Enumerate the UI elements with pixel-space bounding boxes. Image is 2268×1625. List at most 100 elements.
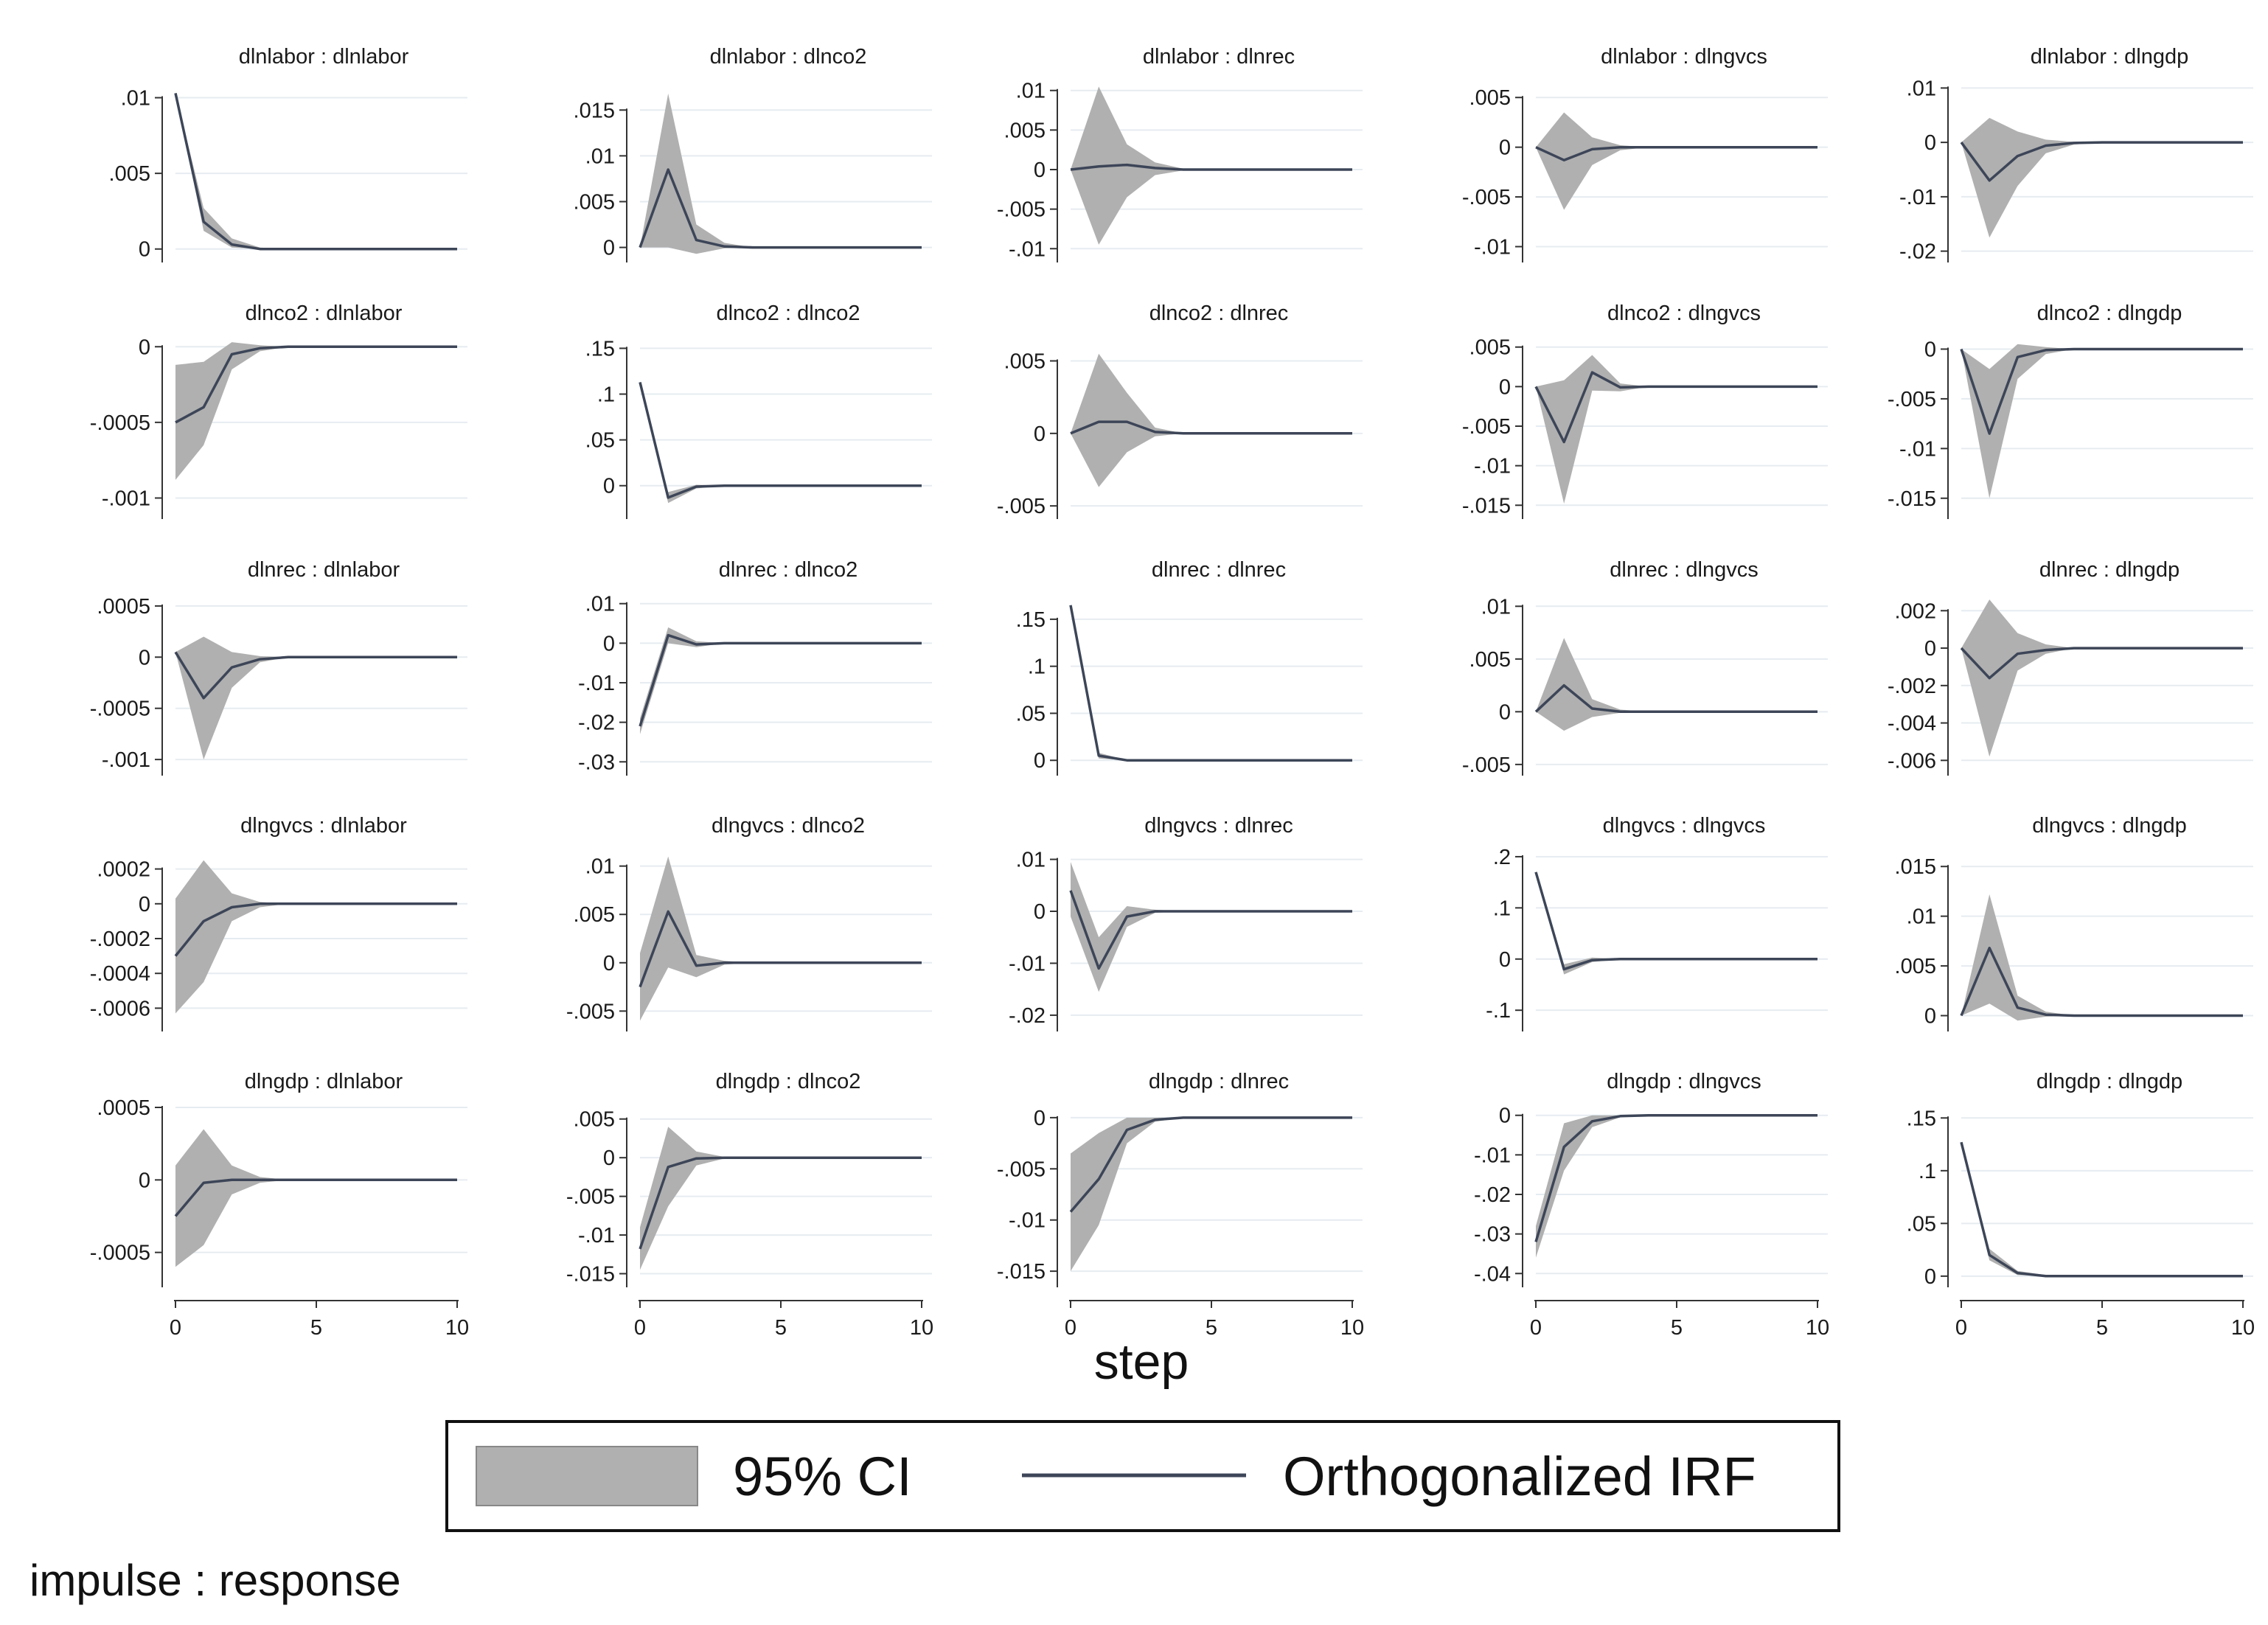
x-tick-label: 0	[1065, 1316, 1076, 1340]
y-tick-label: -.015	[1462, 494, 1511, 518]
y-tick-label: .005	[109, 162, 150, 186]
panel-1-4: dlnco2 : dlngdp -.015 -.01 -.005 0	[1888, 302, 2253, 519]
y-tick-label: -.01	[1474, 236, 1511, 260]
panel-title: dlngdp : dlngvcs	[1607, 1070, 1761, 1093]
irf-line	[1960, 1141, 2243, 1278]
y-tick-label: 0	[1924, 1005, 1936, 1029]
y-tick-label: -.015	[997, 1260, 1046, 1284]
irf-line	[1960, 647, 2243, 680]
ci-band	[1536, 638, 1817, 731]
y-tick-label: -.002	[1888, 675, 1936, 698]
panel-3-4: dlngvcs : dlngdp 0 .005 .01 .015	[1895, 814, 2253, 1031]
panels-layer: dlnlabor : dlnlabor 0 .005 .01 dlnlabor : dl…	[90, 45, 2255, 1340]
y-tick-label: 0	[1924, 637, 1936, 661]
legend-ci-swatch	[476, 1446, 698, 1506]
panel-4-0: dlngdp : dlnlabor -.0005 0 .0005 0 5 10	[90, 1070, 469, 1340]
panel-title: dlnlabor : dlnlabor	[239, 45, 409, 69]
y-tick-label: .01	[585, 145, 615, 168]
panel-4-1: dlngdp : dlnco2 -.015 -.01 -.005 0 .005 0 5 10	[566, 1070, 933, 1340]
irf-line	[1960, 141, 2243, 182]
panel-title: dlnrec : dlngvcs	[1610, 558, 1759, 582]
y-tick-label: 0	[603, 632, 615, 655]
y-tick-label: 0	[139, 238, 150, 262]
x-tick-label: 10	[445, 1316, 469, 1340]
y-tick-label: .01	[1907, 77, 1936, 100]
y-tick-label: 0	[139, 1169, 150, 1192]
panel-title: dlnlabor : dlngdp	[2031, 45, 2188, 69]
x-tick-label: 0	[1955, 1316, 1967, 1340]
panel-3-1: dlngvcs : dlnco2 -.005 0 .005 .01	[566, 814, 932, 1031]
y-tick-label: .005	[574, 190, 615, 214]
ci-band	[1536, 871, 1817, 975]
ci-band	[640, 93, 922, 254]
y-tick-label: 0	[603, 475, 615, 498]
y-tick-label: -.02	[578, 711, 615, 735]
y-tick-label: 0	[1034, 900, 1046, 924]
y-tick-label: 0	[1499, 948, 1511, 972]
y-tick-label: .002	[1895, 599, 1936, 623]
y-tick-label: .01	[585, 593, 615, 616]
y-tick-label: -.01	[1474, 1144, 1511, 1167]
panel-title: dlngvcs : dlnlabor	[240, 814, 407, 838]
panel-title: dlngdp : dlnco2	[716, 1070, 861, 1093]
y-tick-label: .05	[1907, 1212, 1936, 1236]
x-tick-label: 5	[2096, 1316, 2108, 1340]
y-tick-label: .1	[597, 383, 615, 407]
panel-4-3: dlngdp : dlngvcs -.04 -.03 -.02 -.01 0 0 5 10	[1474, 1070, 1829, 1340]
y-tick-label: -.02	[1009, 1004, 1046, 1028]
y-tick-label: -.005	[566, 1000, 615, 1023]
y-tick-label: -.0002	[90, 928, 150, 951]
impulse-response-note: impulse : response	[29, 1556, 401, 1605]
y-tick-label: -.005	[1462, 754, 1511, 777]
y-tick-label: .1	[1028, 655, 1046, 679]
y-tick-label: .1	[1493, 897, 1511, 920]
y-tick-label: -.01	[1899, 437, 1936, 461]
ci-band	[1961, 117, 2243, 238]
irf-line	[1070, 420, 1352, 435]
ci-band	[640, 1127, 922, 1270]
irf-line	[639, 168, 922, 249]
irf-line	[174, 902, 457, 957]
panel-title: dlnlabor : dlnrec	[1143, 45, 1295, 69]
irf-line	[1960, 947, 2243, 1017]
panel-1-2: dlnco2 : dlnrec -.005 0 .005	[997, 302, 1363, 519]
panel-2-3: dlnrec : dlngvcs -.005 0 .005 .01	[1462, 558, 1828, 777]
y-tick-label: -.03	[1474, 1223, 1511, 1247]
y-tick-label: 0	[1924, 1265, 1936, 1289]
x-tick-label: 5	[310, 1316, 322, 1340]
panel-title: dlnco2 : dlngdp	[2037, 302, 2182, 325]
y-tick-label: -.01	[1899, 186, 1936, 209]
y-tick-label: .005	[1004, 119, 1046, 142]
y-tick-label: 0	[139, 893, 150, 916]
x-tick-label: 10	[2231, 1316, 2255, 1340]
y-tick-label: 0	[139, 335, 150, 359]
y-tick-label: -.03	[578, 751, 615, 774]
y-tick-label: 0	[1034, 1107, 1046, 1130]
panel-title: dlnlabor : dlngvcs	[1601, 45, 1767, 69]
panel-4-4: dlngdp : dlngdp 0 .05 .1 .15 0 5 10	[1907, 1070, 2255, 1340]
panel-3-2: dlngvcs : dlnrec -.02 -.01 0 .01	[1009, 814, 1363, 1031]
y-tick-label: -.004	[1888, 712, 1936, 736]
y-tick-label: .005	[574, 1108, 615, 1132]
y-tick-label: 0	[1499, 136, 1511, 160]
y-tick-label: -.0004	[90, 962, 150, 986]
y-tick-label: -.02	[1474, 1183, 1511, 1207]
ci-band	[175, 860, 457, 1014]
ci-band	[1536, 1115, 1817, 1258]
y-tick-label: .015	[574, 99, 615, 122]
y-tick-label: .1	[1919, 1160, 1936, 1183]
y-tick-label: 0	[603, 1146, 615, 1170]
y-tick-label: .15	[585, 337, 615, 361]
y-tick-label: -.01	[578, 672, 615, 695]
y-tick-label: .05	[1016, 702, 1046, 725]
panel-title: dlnco2 : dlngvcs	[1607, 302, 1761, 325]
x-axis-label: step	[1094, 1334, 1189, 1390]
y-tick-label: -.001	[102, 748, 150, 772]
ci-band	[1961, 894, 2243, 1021]
panel-title: dlnrec : dlnrec	[1152, 558, 1286, 582]
y-tick-label: .01	[121, 87, 150, 111]
y-tick-label: -.015	[566, 1263, 615, 1287]
irf-line	[174, 651, 457, 700]
panel-3-0: dlngvcs : dlnlabor -.0006 -.0004 -.0002 0 .00…	[90, 814, 467, 1031]
y-tick-label: .005	[1469, 648, 1511, 672]
